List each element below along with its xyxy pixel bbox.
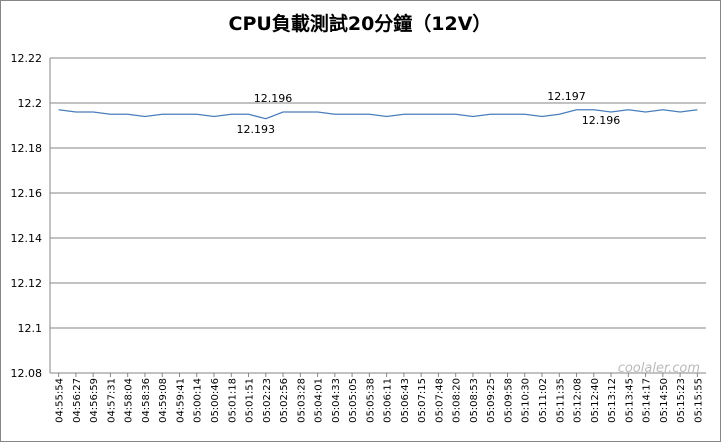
x-tick-label: 05:06:43: [400, 378, 411, 423]
x-tick-label: 05:14:50: [659, 378, 670, 423]
x-tick-label: 04:58:36: [141, 378, 152, 423]
x-tick-label: 05:08:53: [469, 378, 480, 423]
x-tick-label: 05:04:33: [331, 378, 342, 423]
x-tick-label: 05:12:40: [590, 378, 601, 423]
x-tick-label: 05:15:23: [676, 378, 687, 423]
x-tick-label: 05:01:51: [245, 378, 256, 423]
watermark: coolaler.com: [618, 361, 700, 376]
x-tick-label: 05:01:18: [227, 378, 238, 423]
x-tick-label: 04:56:59: [89, 378, 100, 423]
chart-title: CPU負載測試20分鐘（12V）: [229, 12, 492, 35]
line: [58, 109, 698, 120]
x-tick-label: 05:14:17: [642, 378, 653, 423]
x-tick-label: 04:55:54: [55, 378, 66, 423]
annotation: 12.193: [237, 123, 276, 136]
x-tick-label: 05:04:01: [314, 378, 325, 423]
x-tick-label: 05:13:12: [607, 378, 618, 423]
x-tick-label: 04:59:41: [175, 378, 186, 423]
x-tick-label: 05:05:05: [348, 378, 359, 423]
y-tick-label: 12.18: [11, 142, 43, 155]
y-tick-label: 12.1: [18, 322, 43, 335]
y-tick-label: 12.22: [11, 52, 43, 65]
x-tick-label: 05:00:14: [193, 378, 204, 423]
x-tick-label: 05:09:25: [486, 378, 497, 423]
x-tick-label: 04:57:31: [106, 378, 117, 423]
x-tick-label: 05:02:23: [262, 378, 273, 423]
x-tick-label: 04:59:08: [158, 378, 169, 423]
x-tick-label: 05:07:15: [417, 378, 428, 423]
y-tick-label: 12.16: [11, 187, 43, 200]
y-tick-label: 12.08: [11, 367, 43, 380]
x-tick-label: 05:07:48: [434, 378, 445, 423]
x-tick-label: 05:13:45: [624, 378, 635, 423]
annotation: 12.196: [254, 92, 293, 105]
x-tick-label: 05:03:28: [296, 378, 307, 423]
x-tick-label: 05:06:11: [383, 378, 394, 423]
x-tick-label: 05:00:46: [210, 378, 221, 423]
x-tick-label: 05:02:56: [279, 378, 290, 423]
x-tick-label: 05:11:02: [538, 378, 549, 423]
y-tick-label: 12.2: [18, 97, 43, 110]
y-tick-label: 12.12: [11, 277, 43, 290]
x-tick-label: 04:58:04: [124, 378, 135, 423]
x-tick-label: 05:09:58: [503, 378, 514, 423]
y-tick-label: 12.14: [11, 232, 43, 245]
x-tick-label: 05:12:08: [573, 378, 584, 423]
annotation: 12.197: [547, 90, 586, 103]
x-tick-label: 05:11:35: [555, 378, 566, 423]
x-tick-label: 05:10:30: [521, 378, 532, 423]
x-tick-label: 05:08:20: [452, 378, 463, 423]
x-tick-label: 05:15:55: [693, 378, 704, 423]
x-tick-label: 05:05:38: [365, 378, 376, 423]
annotation: 12.196: [582, 114, 621, 127]
x-tick-label: 04:56:27: [72, 378, 83, 423]
